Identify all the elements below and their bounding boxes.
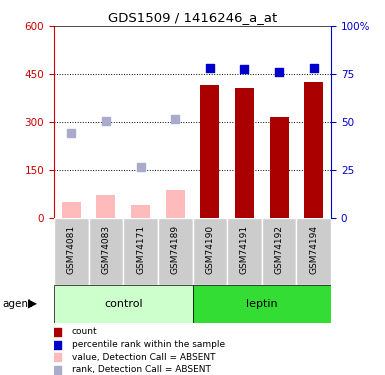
Bar [296, 217, 331, 285]
Text: count: count [72, 327, 97, 336]
Bar [227, 217, 262, 285]
Bar [166, 190, 185, 217]
Text: GSM74194: GSM74194 [309, 225, 318, 274]
Text: GSM74171: GSM74171 [136, 225, 145, 274]
Bar [192, 217, 227, 285]
Point [54, 329, 60, 335]
Text: GSM74192: GSM74192 [275, 225, 284, 274]
Text: GSM74081: GSM74081 [67, 225, 76, 274]
Point [54, 342, 60, 348]
Bar [235, 88, 254, 218]
Bar [304, 82, 323, 218]
Point [311, 64, 317, 70]
Text: leptin: leptin [246, 299, 278, 309]
Text: ▶: ▶ [28, 297, 37, 310]
Point [207, 64, 213, 70]
Title: GDS1509 / 1416246_a_at: GDS1509 / 1416246_a_at [108, 11, 277, 24]
Text: value, Detection Call = ABSENT: value, Detection Call = ABSENT [72, 352, 216, 362]
Bar [270, 117, 289, 218]
Bar [96, 195, 116, 217]
Point [68, 130, 74, 136]
Text: percentile rank within the sample: percentile rank within the sample [72, 340, 225, 349]
Point [54, 367, 60, 373]
Text: GSM74083: GSM74083 [101, 225, 110, 274]
Point [103, 118, 109, 124]
Bar [158, 217, 192, 285]
Point [137, 164, 144, 170]
Bar [200, 85, 219, 218]
Text: control: control [104, 299, 142, 309]
Text: agent: agent [2, 299, 32, 309]
Point [172, 116, 178, 122]
Bar [54, 285, 192, 322]
Bar [131, 205, 150, 218]
Bar [89, 217, 123, 285]
Bar [123, 217, 158, 285]
Bar [62, 202, 81, 217]
Text: GSM74190: GSM74190 [205, 225, 214, 274]
Bar [192, 285, 331, 322]
Point [276, 69, 282, 75]
Text: rank, Detection Call = ABSENT: rank, Detection Call = ABSENT [72, 365, 211, 374]
Point [241, 66, 248, 72]
Text: GSM74189: GSM74189 [171, 225, 180, 274]
Bar [262, 217, 296, 285]
Bar [54, 217, 89, 285]
Text: GSM74191: GSM74191 [240, 225, 249, 274]
Point [54, 354, 60, 360]
